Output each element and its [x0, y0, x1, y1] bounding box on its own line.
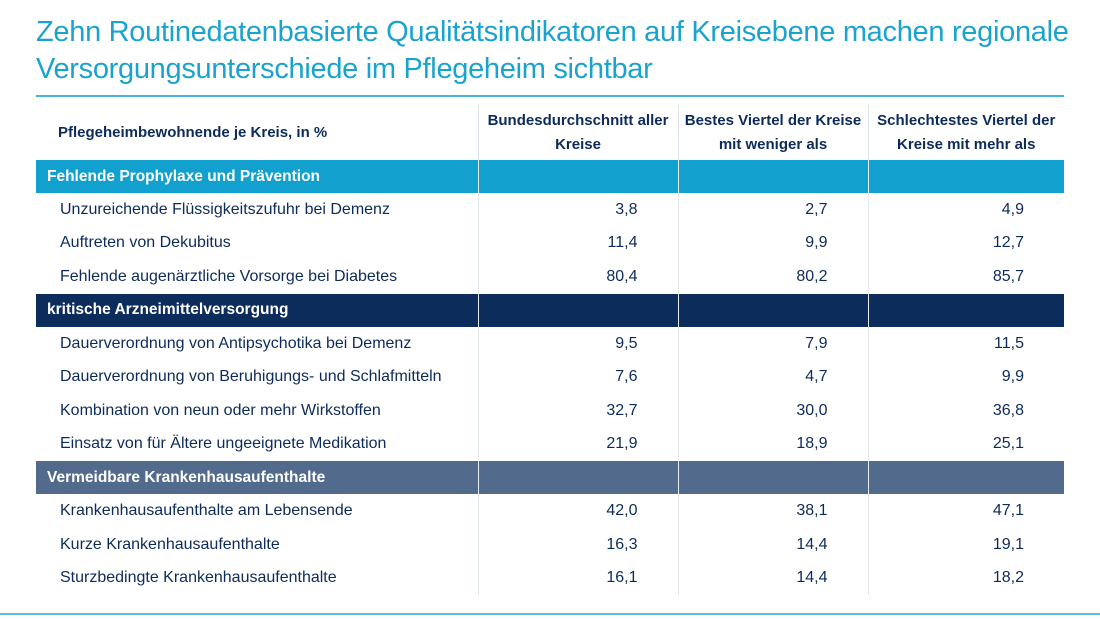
best-quarter-value: 80,2: [677, 260, 868, 294]
table-row: Sturzbedingte Krankenhausaufenthalte 16,1…: [36, 561, 1064, 595]
indicator-name: Unzureichende Flüssigkeitszufuhr bei Dem…: [60, 200, 390, 218]
section-cell: [477, 461, 678, 495]
indicator-table: Pflegeheimbewohnende je Kreis, in % Bund…: [36, 105, 1064, 595]
section-cell: [477, 160, 678, 193]
indicator-name: Fehlende augenärztliche Vorsorge bei Dia…: [60, 267, 398, 285]
indicator-name: Krankenhausaufenthalte am Lebensende: [60, 501, 353, 519]
header-national-average: Bundesdurchschnitt aller Kreise: [477, 105, 678, 160]
table-row: Kurze Krankenhausaufenthalte 16,3 14,4 19,1: [36, 527, 1064, 562]
section-cell: [477, 293, 678, 327]
table-row: Fehlende augenärztliche Vorsorge bei Dia…: [36, 260, 1064, 294]
section-label: Fehlende Prophylaxe und Prävention: [36, 160, 478, 193]
indicator-name: Dauerverordnung von Antipsychotika bei D…: [60, 334, 412, 352]
national-average-value: 7,6: [477, 360, 678, 394]
national-average-value: 21,9: [477, 427, 678, 462]
header-best-quarter: Bestes Viertel der Kreise mit weniger al…: [677, 105, 868, 160]
table-header-row: Pflegeheimbewohnende je Kreis, in % Bund…: [36, 105, 1064, 160]
indicator-name: Sturzbedingte Krankenhausaufenthalte: [60, 569, 337, 587]
indicator-name: Kurze Krankenhausaufenthalte: [60, 535, 280, 553]
footer-divider: [0, 613, 1100, 615]
table-row: Einsatz von für Ältere ungeeignete Medik…: [36, 427, 1064, 462]
section-row: kritische Arzneimittelversorgung: [36, 293, 1064, 327]
section-label: Vermeidbare Krankenhausaufenthalte: [36, 461, 478, 495]
table-row: Dauerverordnung von Beruhigungs- und Sch…: [36, 360, 1064, 394]
best-quarter-value: 9,9: [677, 226, 868, 261]
section-row: Fehlende Prophylaxe und Prävention: [36, 160, 1064, 193]
best-quarter-value: 18,9: [677, 427, 868, 462]
worst-quarter-value: 11,5: [867, 326, 1064, 361]
best-quarter-value: 38,1: [677, 494, 868, 528]
worst-quarter-value: 12,7: [867, 226, 1064, 261]
section-cell: [677, 293, 868, 327]
section-row: Vermeidbare Krankenhausaufenthalte: [36, 461, 1064, 495]
table-row: Auftreten von Dekubitus 11,4 9,9 12,7: [36, 226, 1064, 261]
worst-quarter-value: 9,9: [867, 360, 1064, 394]
table-body: Fehlende Prophylaxe und Prävention Unzure…: [36, 160, 1064, 595]
best-quarter-value: 4,7: [677, 360, 868, 394]
best-quarter-value: 2,7: [677, 193, 868, 227]
best-quarter-value: 14,4: [677, 561, 868, 595]
best-quarter-value: 30,0: [677, 393, 868, 428]
best-quarter-value: 7,9: [677, 326, 868, 361]
section-cell: [677, 160, 868, 193]
section-cell: [867, 461, 1064, 495]
worst-quarter-value: 85,7: [867, 260, 1064, 294]
section-cell: [867, 293, 1064, 327]
title-divider: [36, 95, 1064, 97]
national-average-value: 16,3: [477, 527, 678, 562]
national-average-value: 42,0: [477, 494, 678, 528]
header-indicator: Pflegeheimbewohnende je Kreis, in %: [58, 123, 328, 141]
national-average-value: 32,7: [477, 393, 678, 428]
worst-quarter-value: 4,9: [867, 193, 1064, 227]
indicator-name: Kombination von neun oder mehr Wirkstoff…: [60, 401, 381, 419]
worst-quarter-value: 18,2: [867, 561, 1064, 595]
best-quarter-value: 14,4: [677, 527, 868, 562]
page-title: Zehn Routinedatenbasierte Qualitätsindik…: [36, 16, 1069, 85]
indicator-name: Einsatz von für Ältere ungeeignete Medik…: [60, 435, 387, 453]
table-row: Krankenhausaufenthalte am Lebensende 42,0…: [36, 494, 1064, 528]
table-row: Dauerverordnung von Antipsychotika bei D…: [36, 326, 1064, 361]
table-row: Kombination von neun oder mehr Wirkstoff…: [36, 393, 1064, 428]
national-average-value: 16,1: [477, 561, 678, 595]
worst-quarter-value: 25,1: [867, 427, 1064, 462]
national-average-value: 9,5: [477, 326, 678, 361]
national-average-value: 80,4: [477, 260, 678, 294]
worst-quarter-value: 47,1: [867, 494, 1064, 528]
table-row: Unzureichende Flüssigkeitszufuhr bei Dem…: [36, 193, 1064, 227]
section-cell: [677, 461, 868, 495]
indicator-name: Auftreten von Dekubitus: [60, 234, 231, 252]
section-label: kritische Arzneimittelversorgung: [36, 293, 478, 327]
section-cell: [867, 160, 1064, 193]
indicator-name: Dauerverordnung von Beruhigungs- und Sch…: [60, 368, 442, 386]
header-worst-quarter: Schlechtestes Viertel der Kreise mit meh…: [867, 105, 1064, 160]
worst-quarter-value: 19,1: [867, 527, 1064, 562]
worst-quarter-value: 36,8: [867, 393, 1064, 428]
national-average-value: 3,8: [477, 193, 678, 227]
national-average-value: 11,4: [477, 226, 678, 261]
